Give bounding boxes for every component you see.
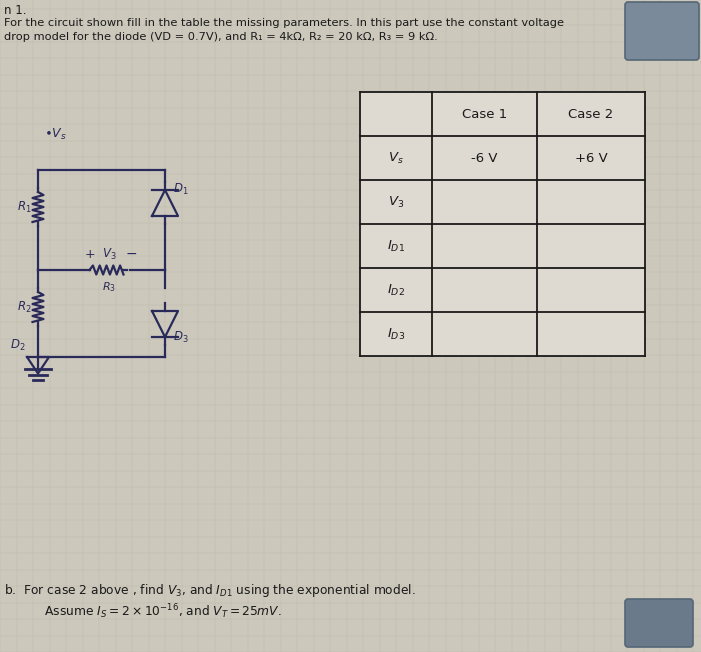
Text: $I_{D1}$: $I_{D1}$ — [387, 239, 405, 254]
FancyBboxPatch shape — [625, 2, 699, 60]
Text: $\bullet V_s$: $\bullet V_s$ — [44, 127, 67, 142]
Bar — [360, 92, 645, 356]
Text: $I_{D2}$: $I_{D2}$ — [387, 282, 405, 297]
Text: $V_3$: $V_3$ — [388, 194, 404, 209]
Text: $V_s$: $V_s$ — [388, 151, 404, 166]
Text: +: + — [85, 248, 95, 261]
Text: For the circuit shown fill in the table the missing parameters. In this part use: For the circuit shown fill in the table … — [4, 18, 564, 28]
Text: $I_{D3}$: $I_{D3}$ — [387, 327, 405, 342]
Text: $D_2$: $D_2$ — [10, 338, 25, 353]
Text: $R_1$: $R_1$ — [18, 200, 32, 215]
Text: Assume $I_S = 2 \times 10^{-16}$, and $V_T = 25mV$.: Assume $I_S = 2 \times 10^{-16}$, and $V… — [25, 602, 282, 621]
Text: -6 V: -6 V — [471, 151, 498, 164]
Text: Case 2: Case 2 — [569, 108, 613, 121]
Text: $R_2$: $R_2$ — [18, 299, 32, 314]
Text: n 1.: n 1. — [4, 4, 27, 17]
Text: −: − — [125, 247, 137, 261]
Text: $V_3$: $V_3$ — [102, 247, 117, 262]
Text: b.  For case 2 above , find $V_3$, and $I_{D1}$ using the exponential model.: b. For case 2 above , find $V_3$, and $I… — [4, 582, 416, 599]
Text: +6 V: +6 V — [575, 151, 607, 164]
Text: $R_3$: $R_3$ — [102, 280, 116, 294]
Text: $D_1$: $D_1$ — [173, 182, 189, 197]
Text: Case 1: Case 1 — [462, 108, 507, 121]
FancyBboxPatch shape — [625, 599, 693, 647]
Text: $D_3$: $D_3$ — [173, 330, 189, 345]
Text: drop model for the diode (VD = 0.7V), and R₁ = 4kΩ, R₂ = 20 kΩ, R₃ = 9 kΩ.: drop model for the diode (VD = 0.7V), an… — [4, 32, 437, 42]
